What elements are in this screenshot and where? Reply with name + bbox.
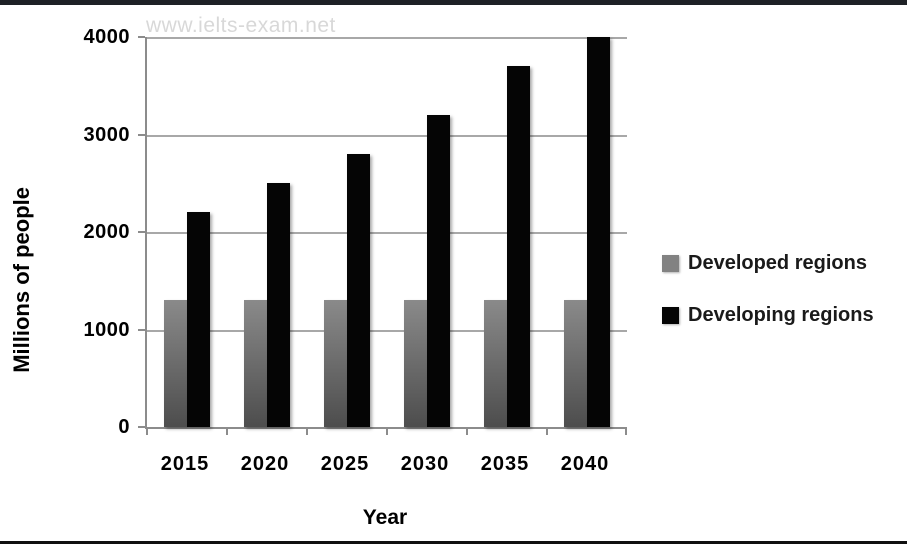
y-tick-mark	[138, 426, 145, 428]
x-tick-mark	[306, 429, 308, 435]
legend-swatch	[662, 307, 679, 324]
bar-developing-2040	[587, 37, 610, 427]
bar-developing-2030	[427, 115, 450, 427]
x-tick-label: 2025	[320, 453, 370, 475]
bar-developed-2035	[484, 300, 507, 427]
y-tick-mark	[138, 36, 145, 38]
y-tick-mark	[138, 328, 145, 331]
bar-developed-2040	[564, 300, 587, 427]
x-tick-mark	[466, 429, 468, 435]
x-tick-label: 2030	[400, 453, 450, 475]
y-tick-mark	[138, 133, 145, 136]
legend-item-developed: Developed regions	[662, 252, 874, 275]
legend-label: Developed regions	[688, 252, 867, 274]
x-tick-label: 2035	[480, 453, 530, 475]
x-tick-label: 2020	[240, 453, 290, 475]
x-tick-mark	[546, 429, 548, 435]
y-tick-label: 0	[118, 416, 130, 438]
x-tick-label: 2040	[560, 453, 610, 475]
legend-item-developing: Developing regions	[662, 304, 874, 327]
y-tick-label: 4000	[83, 26, 130, 48]
gridline-2000	[147, 232, 627, 234]
x-tick-label: 2015	[160, 453, 210, 475]
top-border-bar	[0, 0, 907, 5]
x-tick-mark	[386, 429, 388, 435]
y-tick-label: 2000	[83, 221, 130, 243]
y-axis-labels: 0 1000 2000 3000 4000	[52, 27, 130, 437]
y-axis-title: Millions of people	[4, 85, 40, 475]
legend-swatch	[662, 255, 679, 272]
bar-developing-2025	[347, 154, 370, 427]
x-tick-mark	[226, 429, 228, 435]
y-tick-label: 1000	[83, 318, 130, 341]
legend-label: Developing regions	[688, 304, 874, 326]
gridline-3000	[147, 134, 627, 137]
watermark-text: www.ielts-exam.net	[146, 14, 336, 37]
bar-developed-2020	[244, 300, 267, 427]
x-axis-title: Year	[362, 506, 408, 529]
y-axis-title-text: Millions of people	[9, 187, 34, 373]
bottom-border-bar	[0, 541, 907, 544]
bar-developed-2030	[404, 300, 427, 427]
bar-developing-2015	[187, 212, 210, 427]
gridline-1000	[147, 329, 627, 332]
y-tick-mark	[138, 231, 145, 233]
x-tick-mark	[625, 429, 627, 435]
plot-area	[138, 36, 627, 435]
bar-developed-2025	[324, 300, 347, 427]
bar-developed-2015	[164, 300, 187, 427]
x-tick-mark	[146, 429, 148, 435]
x-axis-labels: 2015 2020 2025 2030 2035 2040	[145, 453, 625, 477]
legend: Developed regions Developing regions	[662, 252, 874, 356]
gridline-4000	[147, 37, 627, 39]
y-tick-label: 3000	[83, 123, 130, 146]
bar-developing-2035	[507, 66, 530, 427]
bar-developing-2020	[267, 183, 290, 427]
